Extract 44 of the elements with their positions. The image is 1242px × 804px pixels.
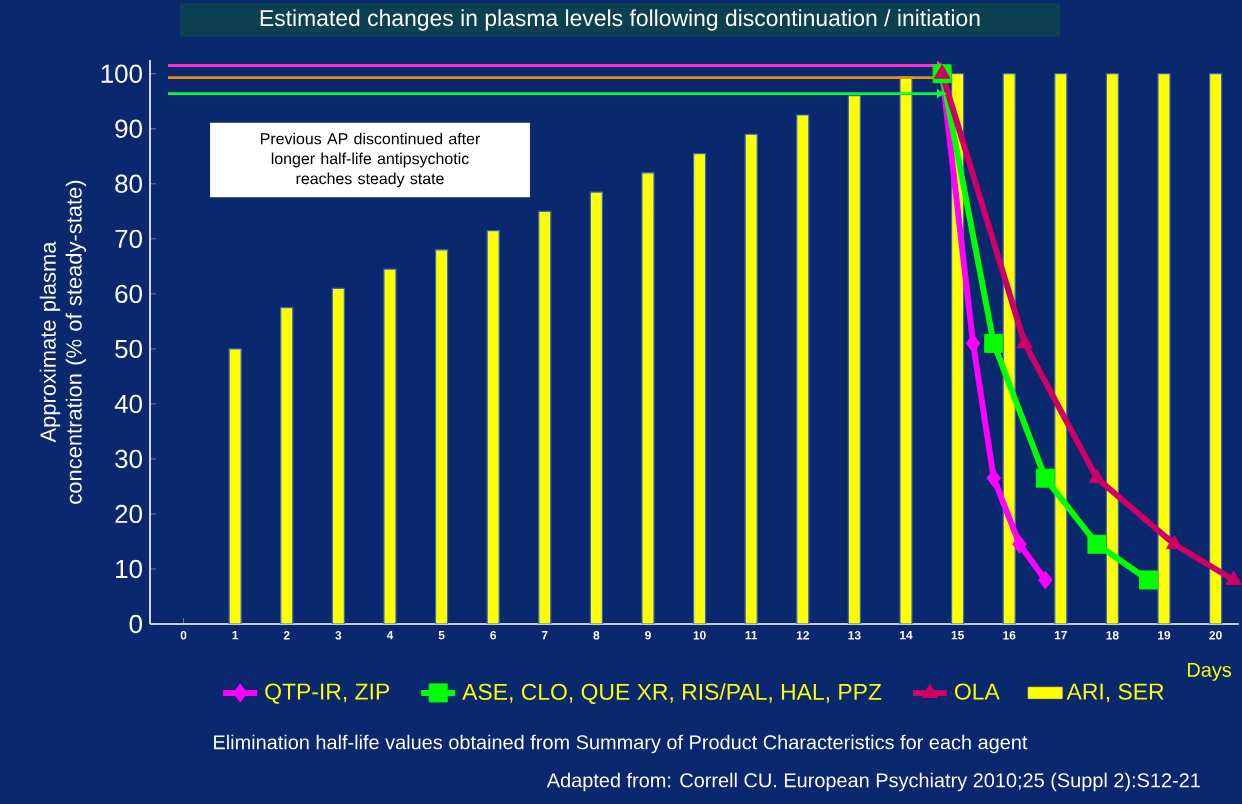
- point: [1088, 468, 1106, 484]
- bar: [847, 95, 861, 624]
- text: Elimination half-life values obtained from Summary of Product Characteristics for each agent: [214, 734, 1028, 754]
- legend-label: OLA: [955, 683, 1000, 700]
- point: [933, 64, 951, 79]
- point: [1038, 570, 1053, 590]
- legend-label: ARI, SER: [1066, 683, 1164, 703]
- point: [984, 333, 1004, 353]
- bar: [331, 287, 345, 624]
- y-axis-title: Approximate plasma concentration (% of steady-state): [39, 180, 87, 504]
- bar: [228, 348, 242, 624]
- point: [1087, 534, 1107, 554]
- bar: [1209, 73, 1223, 624]
- point: [1139, 570, 1159, 590]
- bar: [744, 133, 758, 624]
- y-tick-label: 70: [115, 229, 142, 248]
- bar: [486, 229, 500, 624]
- point: [986, 468, 1001, 488]
- x-axis-title: Days: [1188, 663, 1232, 681]
- bar: [589, 191, 603, 624]
- legend-label: QTP-IR, ZIP: [265, 683, 389, 704]
- bar: [692, 152, 707, 624]
- point: [1035, 468, 1055, 488]
- bar: [434, 249, 449, 624]
- y-tick-label: 80: [115, 174, 142, 193]
- y-tick-label: 30: [115, 449, 142, 469]
- chart-title: Estimated changes in plasma levels following discontinuation / initiation: [260, 9, 980, 31]
- point: [1016, 333, 1033, 349]
- point: [965, 333, 981, 353]
- bar: [538, 210, 552, 624]
- y-tick-label: 20: [115, 504, 142, 524]
- y-tick-label: 40: [114, 394, 142, 414]
- y-tick-label: 10: [116, 559, 142, 579]
- legend-label: ASE, CLO, QUE XR, RIS/PAL, HAL, PPZ: [462, 683, 882, 705]
- y-tick-label: 90: [115, 119, 142, 138]
- y-tick-label: 50: [115, 339, 142, 359]
- point: [1012, 534, 1027, 554]
- point: [1225, 570, 1242, 585]
- point: [1166, 534, 1183, 550]
- y-tick-label: 60: [115, 284, 142, 304]
- bar: [796, 114, 810, 624]
- bar: [280, 307, 294, 624]
- y-tick-label: 100: [101, 64, 142, 83]
- text: Adapted from: Correll CU. European Psychiatry 2010;25 (Suppl 2):S12-21: [546, 772, 1200, 792]
